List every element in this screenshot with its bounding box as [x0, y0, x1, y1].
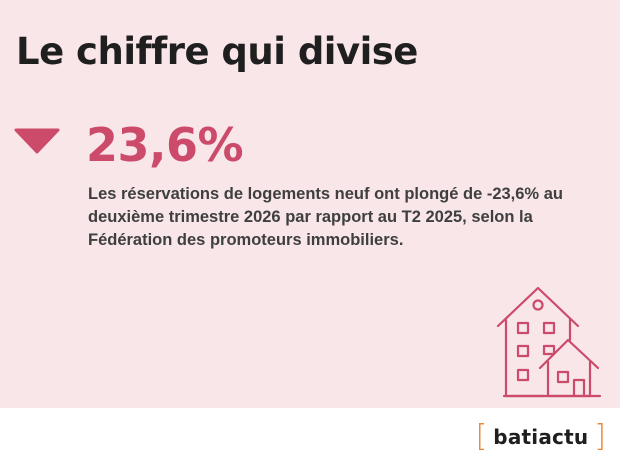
batiactu-logo: [ batiactu ] — [476, 422, 606, 452]
infographic-card: Le chiffre qui divise 23,6% Les réservat… — [0, 0, 620, 408]
stat-value: 23,6% — [86, 118, 244, 172]
logo-text: batiactu — [493, 425, 589, 449]
headline: Le chiffre qui divise — [16, 30, 418, 73]
down-triangle-icon — [14, 128, 60, 154]
logo-close-bracket: ] — [594, 419, 606, 454]
houses-icon — [496, 286, 602, 398]
logo-open-bracket: [ — [475, 419, 488, 454]
stat-description: Les réservations de logements neuf ont p… — [88, 185, 563, 249]
